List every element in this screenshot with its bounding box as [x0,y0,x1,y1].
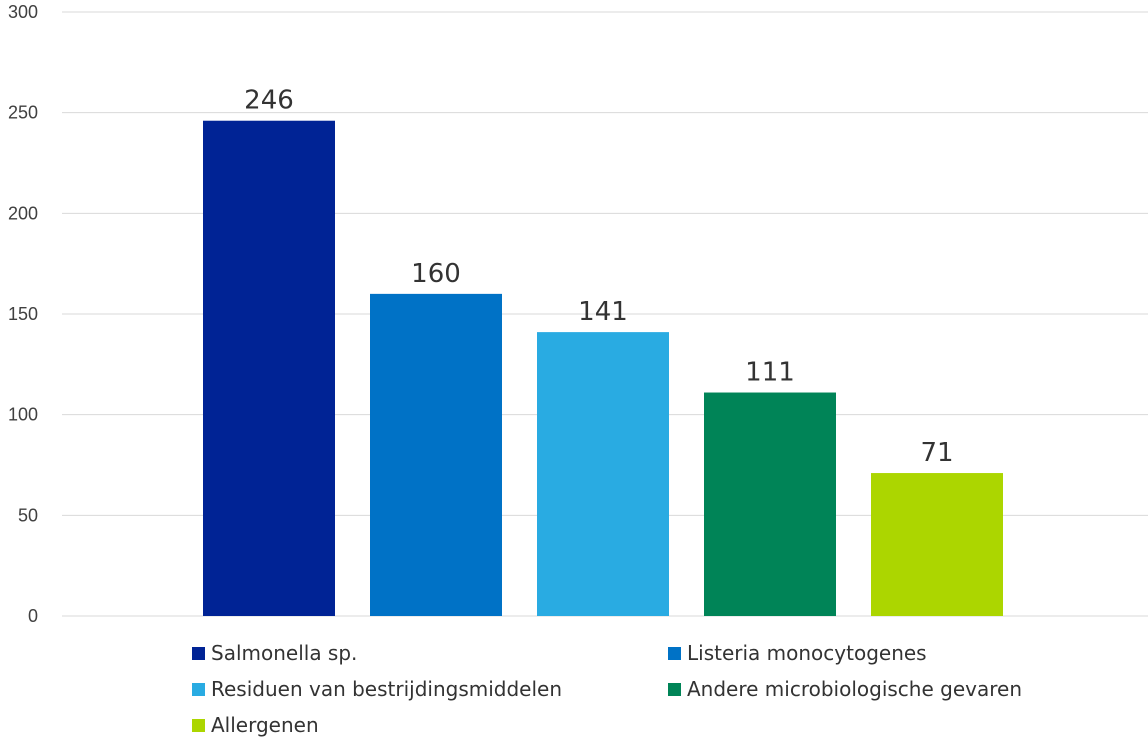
bar [871,473,1003,616]
y-tick-label: 300 [8,2,38,22]
legend-item: Allergenen [192,713,319,737]
legend-item: Residuen van bestrijdingsmiddelen [192,677,562,701]
y-tick-label: 200 [8,203,38,223]
bar-chart: 0 50 100 150 200 250 300 246 160 141 111 71 [8,2,1148,626]
y-tick-label: 150 [8,304,38,324]
y-tick-label: 0 [28,606,38,626]
legend-item: Salmonella sp. [192,641,357,665]
bar [537,332,669,616]
legend-label: Salmonella sp. [211,641,358,665]
bar-value-label: 111 [745,358,795,388]
legend-swatch [192,682,205,696]
legend-swatch [192,646,205,660]
data-labels: 246 160 141 111 71 [244,86,953,468]
legend-label: Residuen van bestrijdingsmiddelen [211,677,563,701]
legend-swatch [668,682,681,696]
legend-label: Listeria monocytogenes [687,641,927,665]
legend-item: Listeria monocytogenes [668,641,927,665]
bar-value-label: 246 [244,86,294,116]
y-tick-label: 50 [18,505,38,525]
legend-label: Andere microbiologische gevaren [687,677,1022,701]
bars [203,120,1003,616]
bar [370,293,502,616]
bar [704,392,836,616]
bar-value-label: 160 [411,259,461,289]
legend-label: Allergenen [211,713,319,737]
y-tick-label: 100 [8,405,38,425]
legend-swatch [192,718,205,732]
y-axis-ticks: 0 50 100 150 200 250 300 [8,2,38,626]
bar [203,120,335,616]
y-tick-label: 250 [8,103,38,123]
bar-value-label: 71 [920,438,953,468]
bar-value-label: 141 [578,297,628,327]
legend-swatch [668,646,681,660]
legend-item: Andere microbiologische gevaren [668,677,1022,701]
